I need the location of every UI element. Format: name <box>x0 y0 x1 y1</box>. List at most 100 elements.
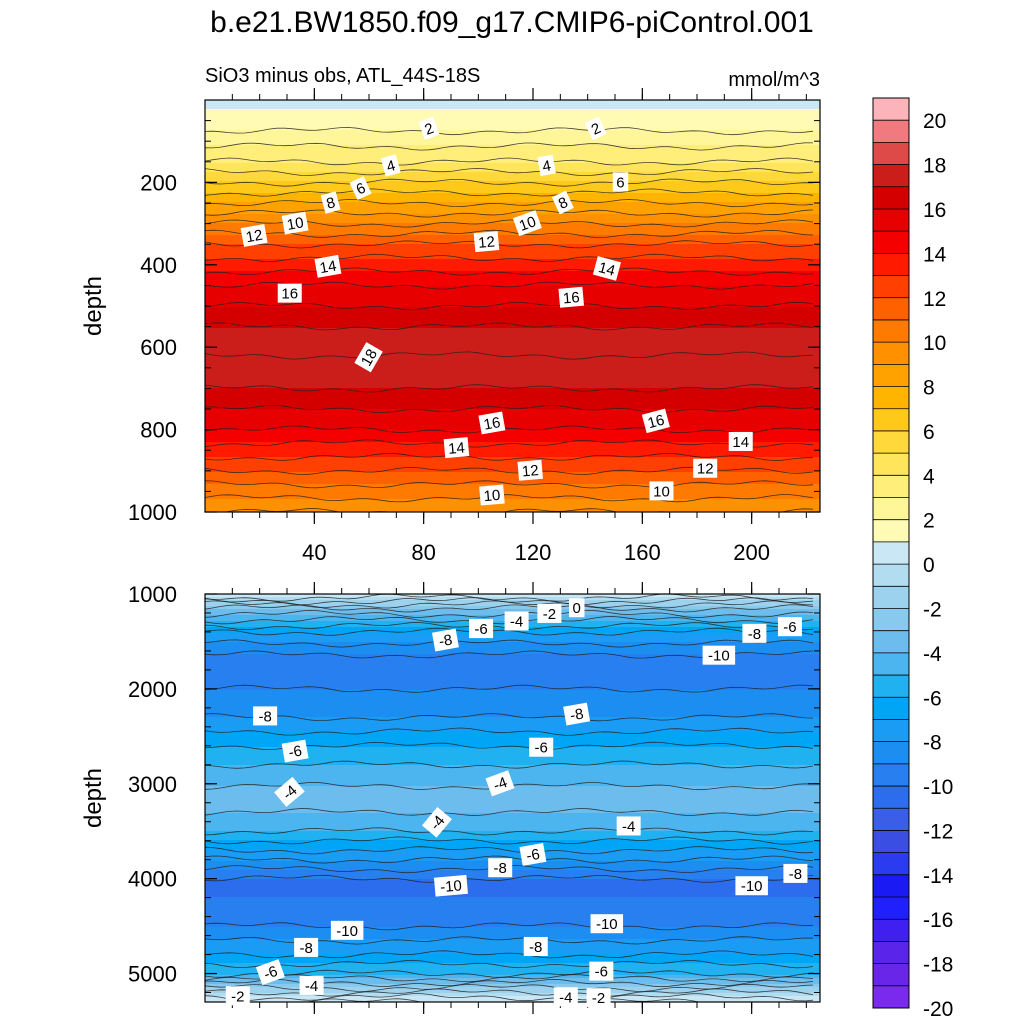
contour-label-box <box>693 458 718 478</box>
contour-label-text: -6 <box>262 963 280 984</box>
colorbar-label: 10 <box>923 332 946 355</box>
contour-line <box>205 974 814 983</box>
colorbar-box <box>873 364 909 387</box>
contour-band <box>205 274 820 278</box>
contour-band <box>205 906 820 910</box>
contour-band <box>205 729 820 733</box>
colorbar-box <box>873 741 909 765</box>
contour-line <box>205 807 814 816</box>
colorbar-box <box>873 697 909 720</box>
contour-band <box>205 403 820 407</box>
contour-label-box <box>314 254 342 278</box>
contour-band <box>205 451 820 455</box>
contour-label-box <box>320 191 341 214</box>
colorbar-label: 4 <box>923 465 935 488</box>
contour-line <box>205 301 814 311</box>
contour-label-box <box>590 914 624 934</box>
contour-label-box <box>478 411 506 435</box>
contour-label-box <box>443 437 470 459</box>
contour-line <box>205 969 814 978</box>
contour-label-box <box>349 176 372 201</box>
contour-band <box>205 433 820 437</box>
contour-band <box>205 699 820 703</box>
contour-line <box>205 827 814 836</box>
y-tick-label: 4000 <box>128 867 177 892</box>
contour-label-box <box>551 190 574 215</box>
contour-band <box>205 633 820 637</box>
contour-band <box>205 472 820 476</box>
contour-band <box>205 376 820 380</box>
contour-band <box>205 343 820 347</box>
contour-line <box>205 229 814 238</box>
contour-label: -4 <box>616 816 641 836</box>
contour-label-text: 16 <box>482 414 501 434</box>
contour-band <box>205 978 820 982</box>
contour-band <box>205 708 820 712</box>
colorbar-box <box>873 630 909 654</box>
contour-band <box>205 801 820 805</box>
contour-label-box <box>735 876 768 896</box>
contour-band <box>205 475 820 479</box>
contour-band <box>205 666 820 670</box>
contour-band <box>205 810 820 814</box>
contour-label-text: 16 <box>646 411 667 432</box>
contour-label: -8 <box>783 863 808 883</box>
colorbar-box <box>873 786 909 809</box>
contour-band <box>205 385 820 389</box>
contour-band <box>205 394 820 398</box>
contour-band <box>205 358 820 362</box>
contour-label: -8 <box>431 628 459 652</box>
contour-band <box>205 250 820 254</box>
contour-band <box>205 747 820 751</box>
contour-band <box>205 388 820 392</box>
contour-band <box>205 430 820 434</box>
contour-band <box>205 463 820 467</box>
contour-band <box>205 415 820 419</box>
contour-band <box>205 630 820 634</box>
contour-band <box>205 756 820 760</box>
contour-band <box>205 112 820 116</box>
contour-label-text: 12 <box>245 227 264 247</box>
colorbar-box <box>873 852 909 876</box>
contour-band <box>205 771 820 775</box>
contour-band <box>205 310 820 314</box>
contour-band <box>205 265 820 269</box>
contour-band <box>205 508 820 512</box>
contour-label-text: -4 <box>510 614 523 631</box>
contour-label-box <box>431 628 459 652</box>
contour-label-text: 6 <box>616 174 624 191</box>
colorbar-box <box>873 319 909 343</box>
contour-label: 2 <box>584 116 607 141</box>
contour-band <box>205 741 820 745</box>
contour-band <box>205 870 820 874</box>
contour-line <box>205 836 814 845</box>
contour-band <box>205 957 820 961</box>
contour-label-box <box>253 706 278 726</box>
colorbar-box <box>873 120 909 143</box>
colorbar-box <box>873 608 909 631</box>
contour-line <box>205 594 814 602</box>
contour-line <box>205 959 814 969</box>
contour-band <box>205 852 820 856</box>
contour-label: 0 <box>568 598 585 618</box>
colorbar-box <box>873 652 909 676</box>
x-tick-label: 40 <box>302 540 326 565</box>
contour-label: -4 <box>274 776 305 807</box>
y-tick-label: 3000 <box>128 772 177 797</box>
contour-label-box <box>612 172 629 192</box>
y-tick-label: 200 <box>140 170 177 195</box>
colorbar-box <box>873 919 909 942</box>
contour-label-text: -4 <box>622 818 635 835</box>
contour-label-box <box>517 459 544 481</box>
contour-band <box>205 133 820 137</box>
colorbar-box <box>873 275 909 299</box>
contour-band <box>205 109 820 113</box>
x-tick-label: 80 <box>411 540 435 565</box>
contour-band <box>205 331 820 335</box>
contour-band <box>205 993 820 997</box>
colorbar-box <box>873 164 909 188</box>
contour-band <box>205 900 820 904</box>
contour-line <box>205 760 814 769</box>
contour-band <box>205 879 820 883</box>
